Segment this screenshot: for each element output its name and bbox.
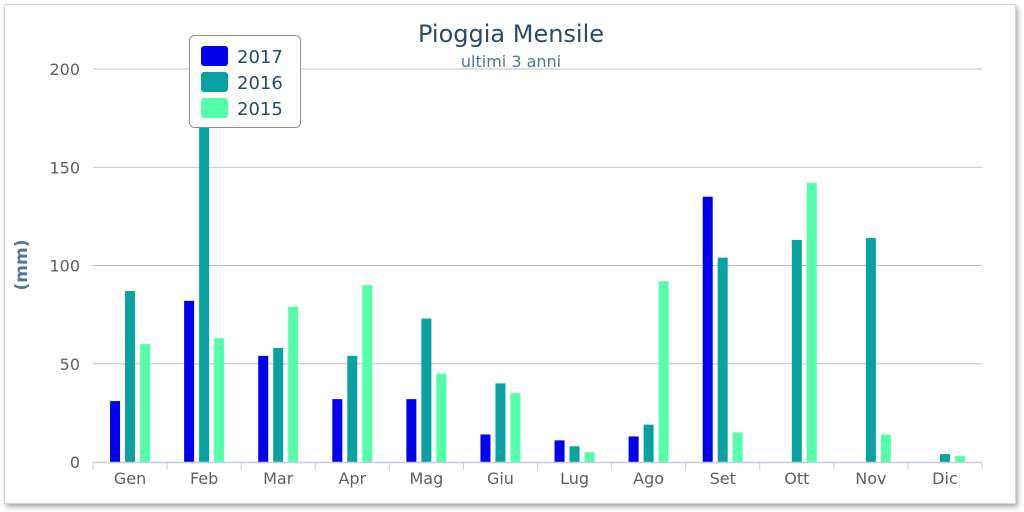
bar-2017-Lug[interactable] (554, 440, 565, 462)
x-tick-label: Giu (487, 469, 514, 488)
legend-swatch-2017[interactable] (201, 46, 228, 66)
bar-2015-Mar[interactable] (288, 306, 299, 462)
y-tick-label: 0 (70, 453, 80, 472)
y-tick-label: 50 (60, 355, 80, 374)
bar-2016-Nov[interactable] (865, 237, 876, 462)
bar-2017-Set[interactable] (702, 196, 713, 462)
x-tick-label: Lug (560, 469, 589, 488)
bar-2016-Gen[interactable] (125, 291, 136, 462)
x-tick-label: Feb (190, 469, 218, 488)
bar-2016-Mag[interactable] (421, 318, 432, 462)
bar-2015-Ago[interactable] (658, 281, 669, 462)
bar-2015-Ott[interactable] (806, 182, 817, 462)
bar-2015-Apr[interactable] (362, 285, 373, 462)
bar-2016-Mar[interactable] (273, 348, 284, 462)
x-tick-label: Gen (114, 469, 146, 488)
y-tick-label: 200 (49, 60, 80, 79)
y-tick-label: 100 (49, 257, 80, 276)
bar-2016-Feb[interactable] (199, 122, 210, 463)
x-axis: Gen Feb Mar Apr Mag Giu Lug Ago Set Ott Nov Dic (92, 461, 983, 488)
legend-swatch-2015[interactable] (201, 98, 228, 118)
chart-subtitle: ultimi 3 anni (461, 52, 561, 71)
x-tick-label: Mag (409, 469, 443, 488)
bar-2016-Ago[interactable] (643, 424, 654, 462)
bar-2017-Mag[interactable] (406, 399, 417, 462)
chart-title: Pioggia Mensile (418, 20, 604, 48)
bar-2017-Mar[interactable] (258, 355, 269, 462)
legend-swatch-2016[interactable] (201, 72, 228, 92)
bar-2017-Giu[interactable] (480, 434, 491, 462)
bars (110, 122, 965, 463)
bar-2015-Lug[interactable] (584, 452, 595, 462)
y-axis-label: (mm) (12, 240, 32, 291)
bar-2016-Ott[interactable] (791, 239, 802, 462)
legend-item-2015[interactable]: 2015 (237, 99, 283, 120)
x-tick-label: Apr (338, 469, 366, 488)
x-tick-label: Ott (784, 469, 809, 488)
x-tick-label: Dic (932, 469, 958, 488)
gridlines (93, 68, 982, 365)
bar-2015-Mag[interactable] (436, 373, 447, 462)
chart-frame (4, 4, 1016, 504)
bar-2016-Giu[interactable] (495, 383, 506, 462)
bar-2015-Nov[interactable] (880, 434, 891, 462)
bar-2017-Ago[interactable] (628, 436, 639, 462)
bar-2015-Gen[interactable] (140, 344, 151, 462)
bar-2017-Gen[interactable] (110, 401, 121, 462)
bar-2016-Apr[interactable] (347, 355, 358, 462)
x-tick-label: Set (710, 469, 736, 488)
bar-2015-Feb[interactable] (214, 338, 225, 462)
bar-2015-Dic[interactable] (954, 456, 965, 462)
y-tick-label: 150 (49, 158, 80, 177)
bar-2015-Giu[interactable] (510, 393, 521, 462)
legend[interactable]: 2017 2016 2015 (189, 35, 301, 128)
x-tick-label: Mar (263, 469, 294, 488)
bar-2015-Set[interactable] (732, 432, 743, 462)
bar-2017-Feb[interactable] (184, 300, 195, 462)
legend-item-2017[interactable]: 2017 (237, 47, 283, 68)
y-axis-ticks: 0 50 100 150 200 (49, 60, 80, 472)
bar-2016-Set[interactable] (717, 257, 728, 462)
bar-2016-Lug[interactable] (569, 446, 580, 462)
legend-item-2016[interactable]: 2016 (237, 73, 283, 94)
bar-2016-Dic[interactable] (939, 454, 950, 462)
x-tick-label: Ago (633, 469, 664, 488)
bar-2017-Apr[interactable] (332, 399, 343, 462)
x-tick-label: Nov (855, 469, 886, 488)
